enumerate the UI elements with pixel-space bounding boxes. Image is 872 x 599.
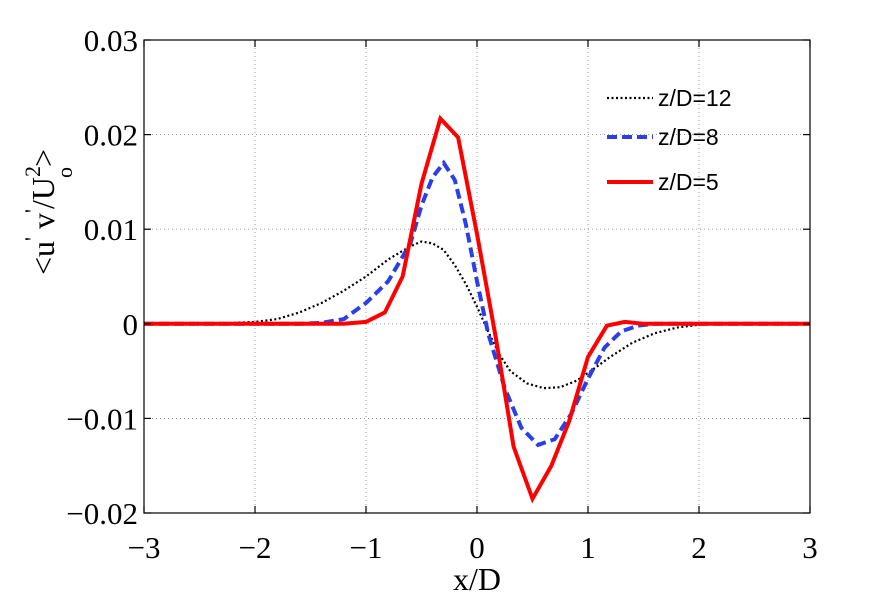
y-axis-label: <u' v'/U2 o>	[20, 149, 77, 275]
x-axis-label: x/D	[453, 561, 501, 597]
y-tick-label: 0.01	[84, 212, 138, 247]
tick-labels: −3 −2 −1 0 1 2 3 −0.02 −0.01 0 0.01 0.02 0.03	[66, 23, 817, 565]
y-tick-label: 0.03	[84, 23, 138, 58]
legend-label: z/D=5	[658, 169, 719, 195]
series-line-z-d-8	[144, 159, 810, 448]
y-tick-label: −0.02	[66, 496, 138, 531]
x-tick-label: 1	[580, 530, 596, 565]
series-line-z-d-5	[144, 114, 810, 504]
series-group	[144, 114, 810, 504]
series-line-z-d-12	[144, 240, 810, 390]
legend-label: z/D=8	[658, 124, 719, 150]
legend-label: z/D=12	[658, 85, 732, 111]
x-tick-label: 3	[802, 530, 818, 565]
x-tick-label: −2	[239, 530, 272, 565]
legend: z/D=12 z/D=8 z/D=5	[607, 85, 732, 195]
y-tick-label: −0.01	[66, 401, 138, 436]
ticks	[143, 39, 811, 514]
x-tick-label: 2	[691, 530, 707, 565]
y-tick-label: 0.02	[84, 118, 138, 153]
y-tick-label: 0	[123, 307, 139, 342]
x-tick-label: 0	[469, 530, 485, 565]
x-tick-label: −1	[350, 530, 383, 565]
x-tick-label: −3	[128, 530, 161, 565]
